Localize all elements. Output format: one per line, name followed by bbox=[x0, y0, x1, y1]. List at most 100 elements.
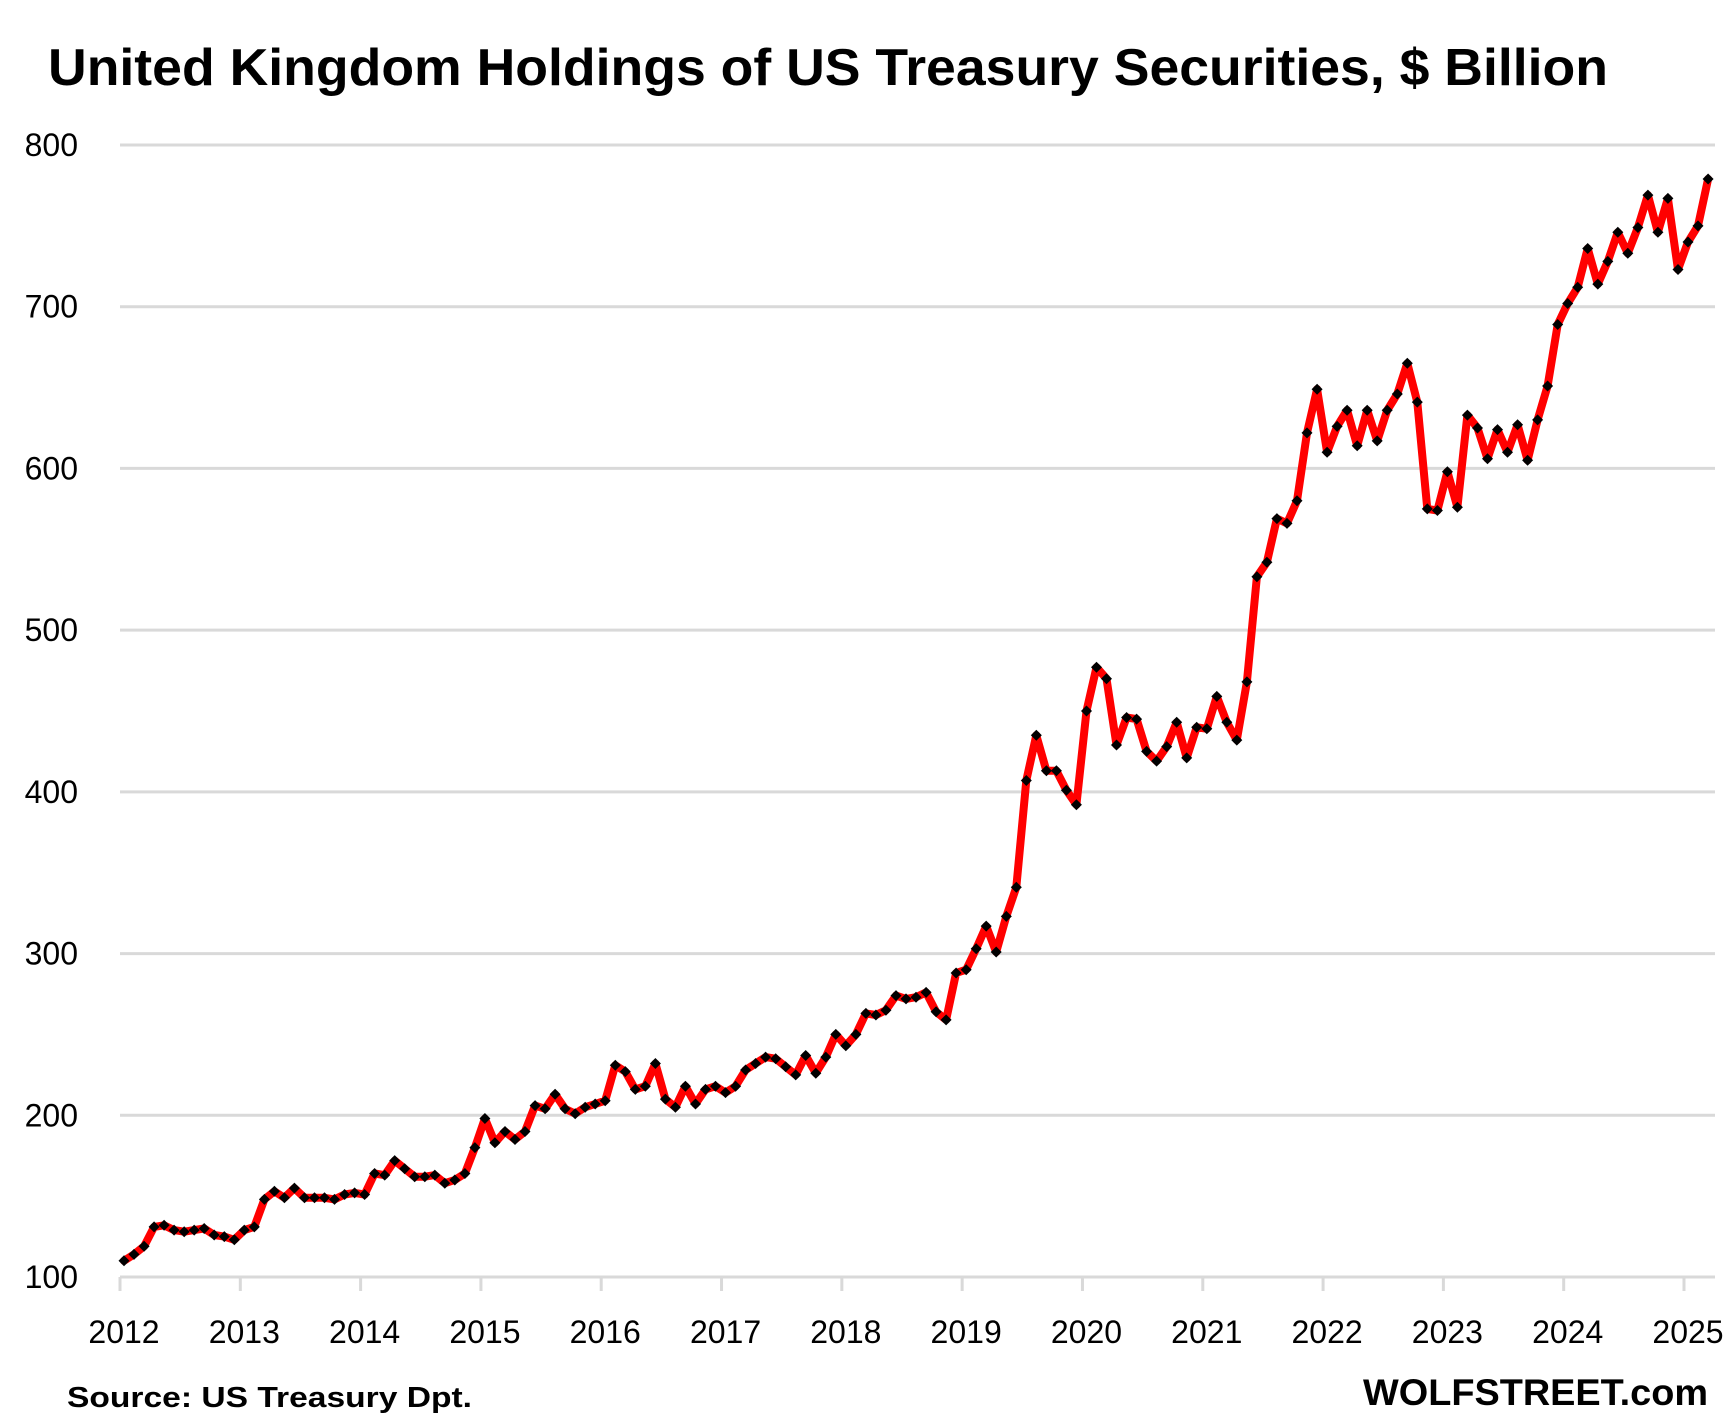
data-point-marker bbox=[198, 1223, 210, 1234]
data-point-marker bbox=[549, 1088, 561, 1100]
data-point-marker bbox=[329, 1193, 340, 1205]
data-point-marker bbox=[840, 1040, 852, 1052]
data-point-marker bbox=[770, 1053, 782, 1065]
x-tick-label: 2013 bbox=[209, 1314, 280, 1350]
brand-watermark: WOLFSTREET.com bbox=[1363, 1372, 1708, 1413]
data-point-marker bbox=[1321, 446, 1333, 458]
data-point-marker bbox=[529, 1100, 541, 1112]
data-point-marker bbox=[1411, 396, 1423, 408]
data-point-marker bbox=[1311, 383, 1323, 395]
data-point-marker bbox=[1331, 420, 1343, 432]
x-tick-label: 2015 bbox=[449, 1314, 520, 1350]
data-point-marker bbox=[880, 1004, 892, 1016]
data-point-marker bbox=[479, 1113, 491, 1124]
data-point-marker bbox=[1221, 716, 1233, 728]
data-point-marker bbox=[1421, 503, 1433, 515]
data-point-marker bbox=[299, 1192, 310, 1204]
data-point-marker bbox=[1391, 388, 1403, 400]
data-point-marker bbox=[589, 1098, 601, 1110]
data-point-marker bbox=[669, 1101, 681, 1113]
x-tick-label: 2024 bbox=[1532, 1314, 1603, 1350]
data-point-marker bbox=[1040, 765, 1052, 777]
data-point-marker bbox=[700, 1083, 711, 1095]
data-point-marker bbox=[1602, 255, 1614, 267]
data-point-marker bbox=[940, 1014, 952, 1026]
data-point-marker bbox=[1091, 661, 1102, 673]
data-point-marker bbox=[1030, 729, 1042, 741]
data-point-marker bbox=[288, 1182, 300, 1194]
data-point-marker bbox=[1201, 723, 1213, 735]
data-point-marker bbox=[569, 1108, 581, 1120]
data-point-marker bbox=[268, 1185, 280, 1197]
data-point-marker bbox=[690, 1098, 701, 1110]
data-point-marker bbox=[1401, 357, 1413, 369]
data-point-marker bbox=[649, 1058, 661, 1069]
data-point-marker bbox=[519, 1126, 531, 1137]
data-point-marker bbox=[780, 1061, 792, 1073]
data-point-marker bbox=[399, 1163, 411, 1175]
data-point-marker bbox=[309, 1192, 320, 1204]
data-point-marker bbox=[1542, 380, 1554, 392]
x-tick-label: 2020 bbox=[1051, 1314, 1122, 1350]
data-point-marker bbox=[1121, 712, 1133, 723]
data-point-marker bbox=[710, 1080, 721, 1092]
data-point-marker bbox=[850, 1028, 862, 1040]
data-point-marker bbox=[118, 1255, 130, 1267]
gridlines bbox=[120, 143, 1715, 1117]
data-point-marker bbox=[1010, 881, 1022, 893]
data-point-marker bbox=[1371, 435, 1383, 447]
series-line bbox=[120, 175, 1713, 1265]
data-point-marker bbox=[1642, 189, 1654, 201]
data-point-marker bbox=[128, 1248, 140, 1260]
x-tick-label: 2023 bbox=[1412, 1314, 1483, 1350]
data-point-marker bbox=[1582, 243, 1594, 254]
data-point-marker bbox=[990, 946, 1002, 958]
data-point-marker bbox=[810, 1067, 822, 1079]
data-point-marker bbox=[409, 1171, 421, 1183]
data-point-marker bbox=[720, 1087, 731, 1099]
y-axis-labels: 100 200 300 400 500 600 700 800 bbox=[25, 127, 78, 1295]
y-tick-label: 200 bbox=[25, 1097, 78, 1133]
data-point-marker bbox=[1191, 721, 1203, 733]
y-tick-label: 400 bbox=[25, 774, 78, 810]
data-point-marker bbox=[1161, 741, 1173, 753]
data-point-marker bbox=[1281, 517, 1293, 529]
y-tick-label: 600 bbox=[25, 450, 78, 486]
source-note: Source: US Treasury Dpt. bbox=[67, 1382, 472, 1414]
data-point-marker bbox=[1441, 466, 1453, 478]
data-point-marker bbox=[659, 1093, 671, 1105]
data-point-marker bbox=[1141, 745, 1153, 757]
data-point-marker bbox=[609, 1059, 621, 1071]
data-point-marker bbox=[138, 1240, 150, 1252]
data-point-marker bbox=[1271, 513, 1283, 525]
data-point-marker bbox=[1451, 501, 1463, 513]
data-point-marker bbox=[1552, 319, 1564, 330]
data-point-marker bbox=[1361, 404, 1373, 416]
data-point-marker bbox=[499, 1126, 511, 1137]
data-point-marker bbox=[1151, 755, 1163, 767]
x-tick-label: 2021 bbox=[1171, 1314, 1242, 1350]
data-point-marker bbox=[369, 1168, 381, 1179]
data-point-marker bbox=[760, 1051, 772, 1063]
data-point-marker bbox=[1592, 278, 1604, 290]
data-point-marker bbox=[950, 967, 962, 979]
data-point-marker bbox=[1472, 422, 1483, 434]
data-point-marker bbox=[1461, 409, 1473, 421]
data-point-marker bbox=[750, 1058, 762, 1069]
data-point-marker bbox=[1111, 739, 1122, 751]
y-tick-label: 700 bbox=[25, 289, 78, 325]
data-point-marker bbox=[1532, 414, 1544, 426]
data-point-marker bbox=[1522, 454, 1534, 466]
data-point-marker bbox=[1060, 784, 1072, 796]
data-point-marker bbox=[1301, 427, 1313, 439]
data-point-marker bbox=[1572, 281, 1584, 293]
data-point-marker bbox=[228, 1234, 240, 1246]
data-point-marker bbox=[1622, 247, 1634, 259]
x-tick-label: 2016 bbox=[570, 1314, 641, 1350]
data-point-marker bbox=[1502, 446, 1513, 458]
data-point-marker bbox=[1231, 734, 1243, 746]
data-point-marker bbox=[1251, 571, 1263, 583]
data-point-marker bbox=[960, 964, 972, 976]
data-point-marker bbox=[860, 1007, 872, 1019]
